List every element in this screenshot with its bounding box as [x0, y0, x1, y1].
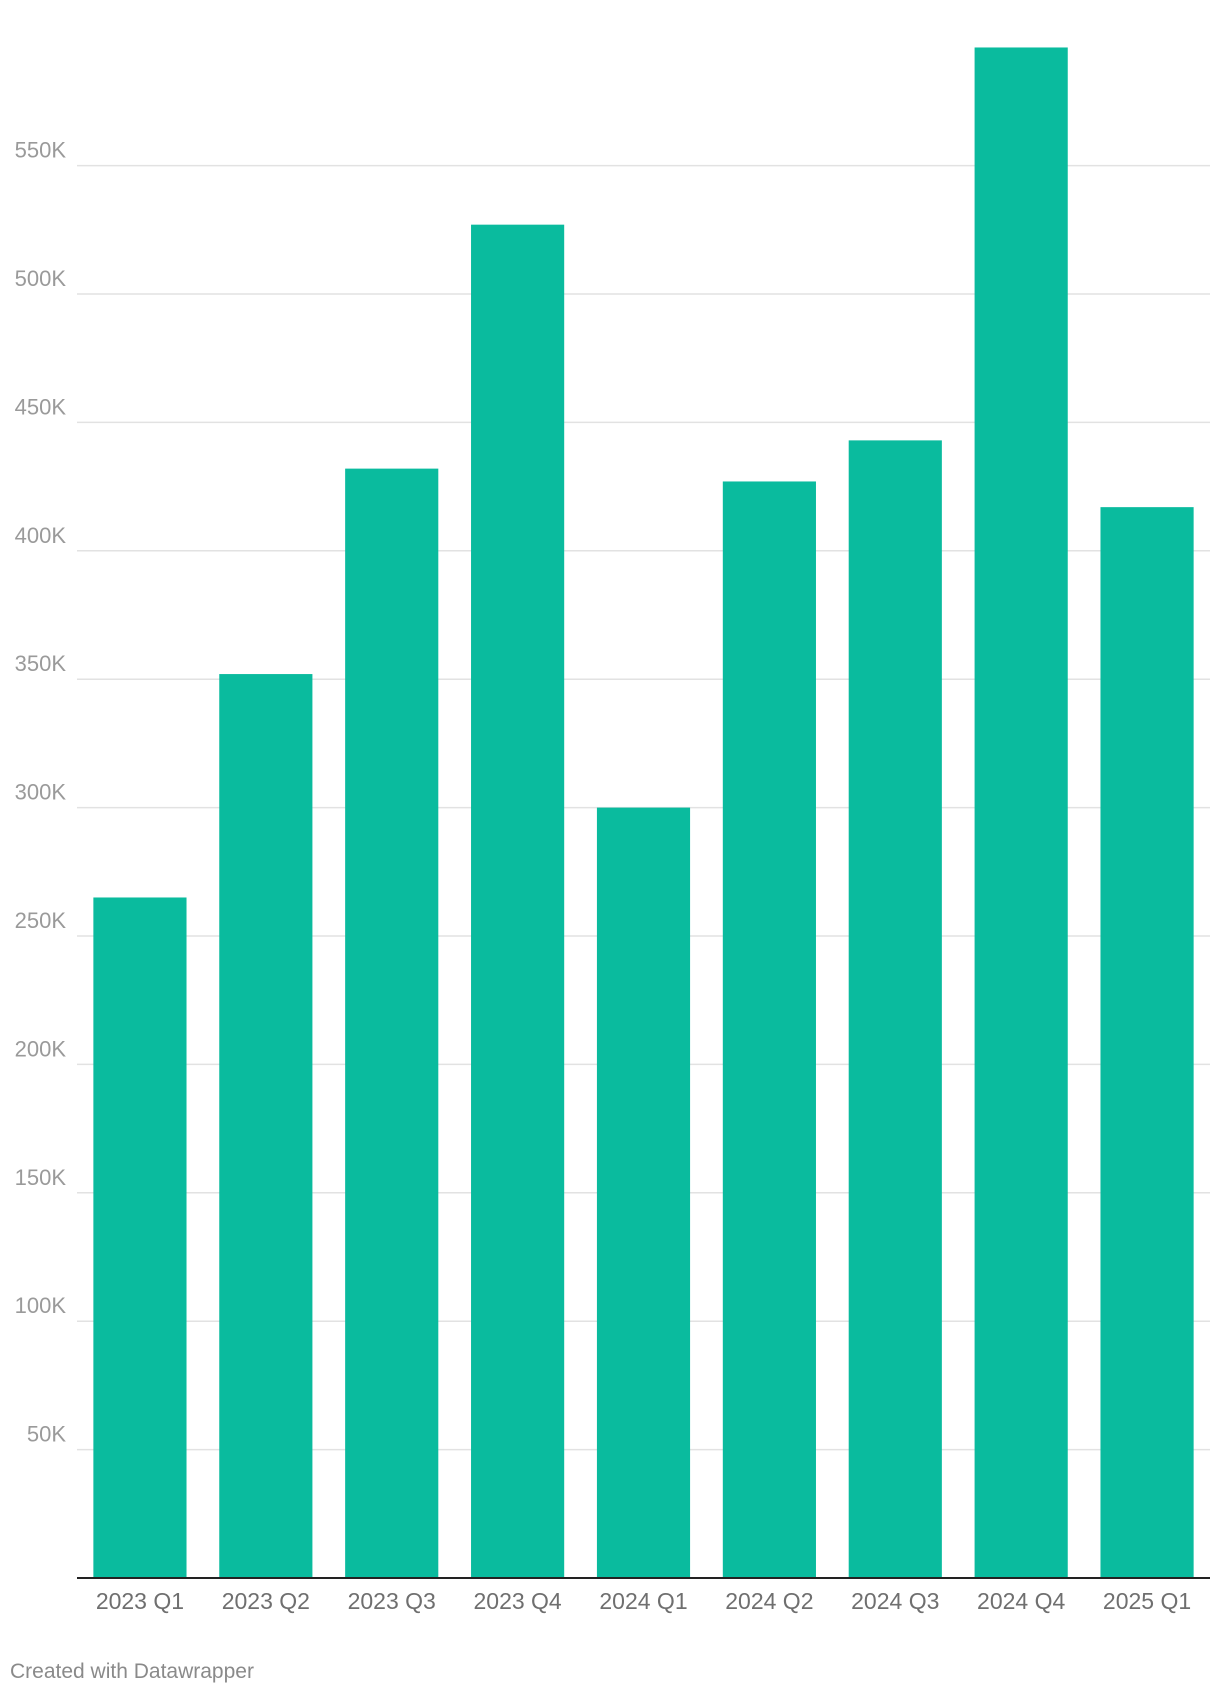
y-axis-tick-labels: 50K 100K 150K 200K 250K 300K 350K 400K 450K 500K 5… [15, 138, 67, 1447]
y-tick-label: 100K [15, 1293, 67, 1318]
bar [974, 47, 1068, 1578]
bar [848, 440, 942, 1579]
x-tick-label: 2023 Q3 [348, 1588, 436, 1614]
x-tick-label: 2023 Q4 [473, 1588, 561, 1614]
y-tick-label: 550K [15, 138, 67, 163]
bars [93, 47, 1194, 1579]
bar [1100, 507, 1194, 1578]
x-tick-label: 2024 Q2 [725, 1588, 813, 1614]
bar [722, 481, 816, 1578]
y-tick-label: 400K [15, 523, 67, 548]
bar [345, 468, 439, 1578]
y-tick-label: 250K [15, 908, 67, 933]
x-tick-label: 2024 Q1 [599, 1588, 687, 1614]
y-tick-label: 150K [15, 1165, 67, 1190]
x-tick-label: 2024 Q3 [851, 1588, 939, 1614]
y-tick-label: 500K [15, 266, 67, 291]
bar [219, 674, 313, 1578]
x-axis-category-labels: 2023 Q1 2023 Q2 2023 Q3 2023 Q4 2024 Q1 2024 … [96, 1588, 1191, 1614]
bar [471, 224, 565, 1578]
bar [93, 897, 187, 1578]
bar [596, 807, 691, 1578]
y-tick-label: 200K [15, 1036, 67, 1061]
y-tick-label: 350K [15, 651, 67, 676]
y-tick-label: 50K [27, 1422, 66, 1447]
x-tick-label: 2024 Q4 [977, 1588, 1065, 1614]
y-tick-label: 450K [15, 394, 67, 419]
x-tick-label: 2025 Q1 [1103, 1588, 1191, 1614]
credit-footer: Created with Datawrapper [10, 1660, 254, 1683]
x-tick-label: 2023 Q2 [222, 1588, 310, 1614]
x-tick-label: 2023 Q1 [96, 1588, 184, 1614]
y-tick-label: 300K [15, 780, 67, 805]
